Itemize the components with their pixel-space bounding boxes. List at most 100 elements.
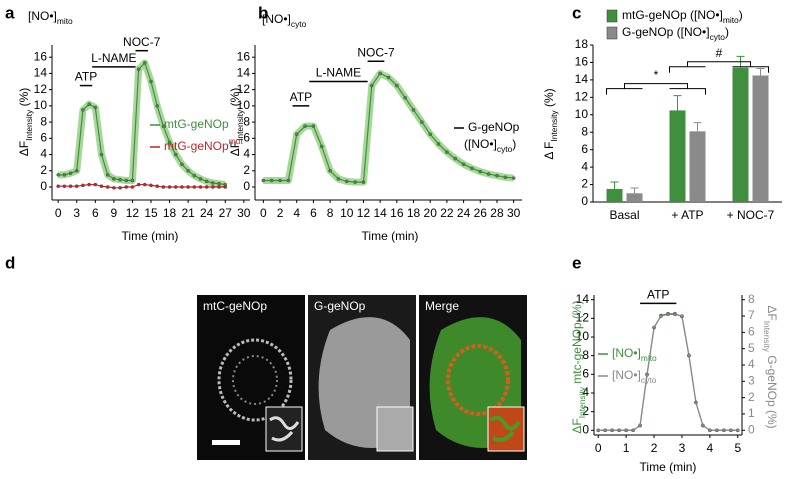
x-tick-label: 21 (181, 206, 195, 220)
point (136, 182, 141, 187)
point (99, 184, 104, 188)
point (610, 428, 614, 433)
point (715, 428, 719, 433)
point (68, 184, 73, 188)
y2-tick-label: 8 (748, 292, 755, 306)
x-tick-label: 30 (507, 206, 521, 220)
y-tick-label: 2 (581, 177, 588, 191)
point (93, 105, 98, 110)
y-tick-label: 12 (237, 82, 251, 96)
inset (376, 406, 414, 452)
line (58, 61, 226, 186)
significance-bracket (669, 61, 769, 73)
point (453, 156, 457, 161)
point (269, 178, 274, 183)
point (403, 95, 407, 100)
annotation: L-NAME (91, 51, 136, 65)
y-axis-label-part: ΔF (570, 418, 584, 433)
x-tick-label: + NOC-7 (727, 208, 775, 222)
point (149, 183, 153, 188)
x-tick-label: 24 (200, 206, 214, 220)
panel-label: c (572, 3, 581, 22)
point (180, 162, 184, 167)
y-tick-label: 14 (34, 66, 48, 80)
error-bar (673, 95, 682, 111)
y2-tick-label: 5 (748, 341, 755, 355)
legend-label-part: cyto (710, 32, 726, 42)
x-axis-label: Time (min) (362, 229, 419, 243)
x-tick-label: 22 (440, 206, 454, 220)
point (192, 185, 197, 189)
point (217, 182, 221, 186)
y-tick-label: 8 (243, 114, 250, 128)
y-tick-label: 2 (40, 163, 47, 177)
point (81, 108, 85, 112)
point (659, 314, 663, 318)
y-tick-label: 6 (581, 142, 588, 156)
y-axis-label: Δ FIntensity (%) (542, 88, 559, 159)
point (503, 175, 508, 180)
bar (752, 75, 769, 202)
image-label: G-geNOp (314, 299, 366, 313)
x-tick-label: 0 (55, 206, 62, 220)
point (617, 428, 621, 433)
point (81, 183, 85, 188)
x-tick-label: 0 (595, 441, 602, 455)
y-tick-label: 14 (575, 72, 589, 86)
point (155, 184, 159, 188)
y-tick-label: 6 (243, 130, 250, 144)
point (631, 428, 635, 433)
point (105, 185, 110, 189)
x-tick-label: 16 (390, 206, 404, 220)
point (319, 144, 324, 149)
chart-title-part: [NO•] (28, 9, 57, 23)
y-tick-label: 10 (575, 107, 589, 121)
point (278, 178, 282, 183)
mito-merge (446, 344, 510, 416)
point (130, 178, 135, 183)
legend-label: mtG-geNOp (164, 117, 229, 131)
error-bar (610, 181, 619, 189)
point (143, 182, 147, 187)
point (470, 166, 474, 171)
x-tick-label: 5 (734, 441, 741, 455)
y-axis-label-part: Δ F (542, 142, 556, 160)
x-tick-label: 26 (474, 206, 488, 220)
annotation: NOC-7 (357, 45, 395, 59)
x-tick-label: 4 (707, 441, 714, 455)
annotation: ATP (290, 90, 312, 104)
point (511, 176, 516, 180)
y2-tick-label: 1 (748, 406, 755, 420)
point (167, 185, 172, 189)
legend-swatch (606, 9, 618, 23)
bar (669, 110, 686, 202)
point (136, 67, 141, 72)
point (708, 428, 712, 433)
point (118, 186, 122, 190)
y-axis-label-part: Intensity (24, 109, 34, 141)
inset (265, 406, 303, 452)
x-tick-label: 6 (310, 206, 317, 220)
point (87, 102, 91, 106)
x-tick-label: 2 (277, 206, 284, 220)
y2-tick-label: 4 (748, 357, 755, 371)
legend-label-part: mtG-geNOp (164, 139, 229, 153)
x-tick-label: 9 (111, 206, 118, 220)
legend-label-part: G-geNOp (468, 120, 520, 134)
inset (487, 406, 525, 452)
legend-label-part: ) (725, 25, 729, 39)
legend-label: G-geNOp (468, 120, 520, 134)
point (204, 185, 209, 189)
y-axis-label-part: mtc-geNOp (%) (570, 300, 584, 387)
y-tick-label: 4 (582, 385, 589, 399)
x-tick-label: + ATP (671, 208, 703, 222)
panel-label: a (5, 3, 15, 22)
point (694, 400, 698, 405)
chart-title: [NO•]mito (28, 9, 73, 26)
x-axis-label-part: Time (min) (122, 229, 179, 243)
point (143, 61, 147, 65)
panel-label: b (258, 3, 268, 22)
point (161, 185, 166, 189)
x-tick-label: 4 (293, 206, 300, 220)
